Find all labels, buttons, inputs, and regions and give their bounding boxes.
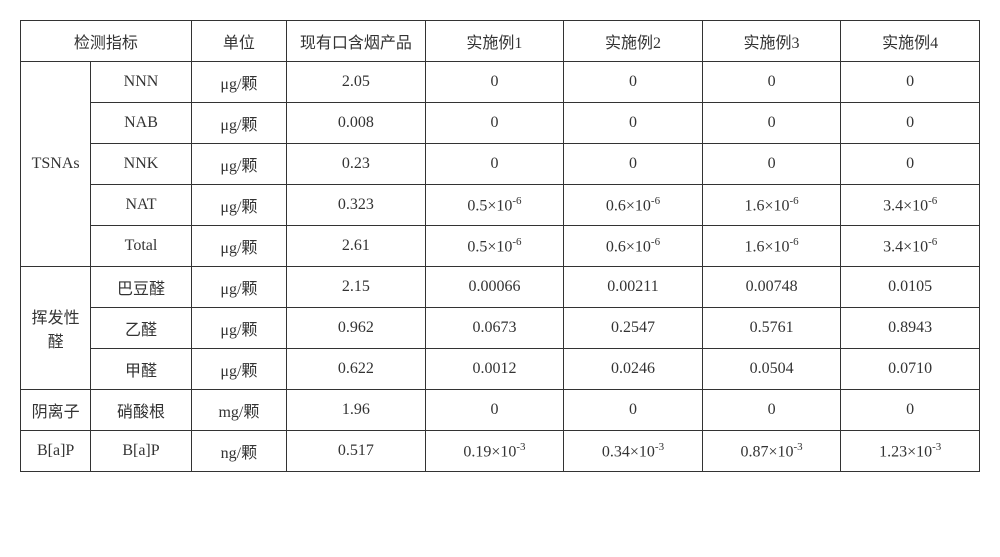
table-row: NAB μg/颗 0.008 0 0 0 0 <box>21 103 980 144</box>
hdr-ex4: 实施例4 <box>841 21 980 62</box>
cell-value: 0.5761 <box>702 308 841 349</box>
cell-unit: μg/颗 <box>191 185 286 226</box>
cell-value: 0.517 <box>287 431 426 472</box>
cell-value: 0.622 <box>287 349 426 390</box>
cell-sub: NNN <box>91 62 191 103</box>
cell-value: 0.00211 <box>564 267 703 308</box>
cell-sub: NAB <box>91 103 191 144</box>
cell-value: 0 <box>425 62 564 103</box>
cell-sub: 巴豆醛 <box>91 267 191 308</box>
cell-value: 2.05 <box>287 62 426 103</box>
cell-sub: 甲醛 <box>91 349 191 390</box>
cell-value: 0.00066 <box>425 267 564 308</box>
data-table: 检测指标 单位 现有口含烟产品 实施例1 实施例2 实施例3 实施例4 TSNA… <box>20 20 980 472</box>
cell-value: 0.0504 <box>702 349 841 390</box>
hdr-existing: 现有口含烟产品 <box>287 21 426 62</box>
cell-value: 0.0246 <box>564 349 703 390</box>
table-row: 甲醛 μg/颗 0.622 0.0012 0.0246 0.0504 0.071… <box>21 349 980 390</box>
hdr-indicator: 检测指标 <box>21 21 192 62</box>
cell-value: 3.4×10-6 <box>841 226 980 267</box>
hdr-unit: 单位 <box>191 21 286 62</box>
cell-value: 0.962 <box>287 308 426 349</box>
cell-value: 0 <box>425 103 564 144</box>
cell-value: 2.15 <box>287 267 426 308</box>
cell-value: 0 <box>425 390 564 431</box>
cell-value: 0 <box>564 103 703 144</box>
table-row: NNK μg/颗 0.23 0 0 0 0 <box>21 144 980 185</box>
cell-value: 1.23×10-3 <box>841 431 980 472</box>
table-row: TSNAs NNN μg/颗 2.05 0 0 0 0 <box>21 62 980 103</box>
cell-unit: μg/颗 <box>191 103 286 144</box>
cell-value: 0.2547 <box>564 308 703 349</box>
table-row: 挥发性醛 巴豆醛 μg/颗 2.15 0.00066 0.00211 0.007… <box>21 267 980 308</box>
cell-value: 0.5×10-6 <box>425 185 564 226</box>
cell-value: 0.0012 <box>425 349 564 390</box>
cell-value: 0 <box>702 62 841 103</box>
cell-value: 0.323 <box>287 185 426 226</box>
group-tsnas: TSNAs <box>21 62 91 267</box>
cell-value: 0 <box>841 103 980 144</box>
cell-value: 0 <box>564 390 703 431</box>
cell-unit: μg/颗 <box>191 349 286 390</box>
cell-value: 0 <box>564 144 703 185</box>
cell-value: 0 <box>702 103 841 144</box>
cell-value: 0.0710 <box>841 349 980 390</box>
table-row: 阴离子 硝酸根 mg/颗 1.96 0 0 0 0 <box>21 390 980 431</box>
cell-value: 0.6×10-6 <box>564 226 703 267</box>
cell-value: 1.96 <box>287 390 426 431</box>
cell-value: 0 <box>702 390 841 431</box>
cell-value: 1.6×10-6 <box>702 226 841 267</box>
cell-unit: ng/颗 <box>191 431 286 472</box>
cell-value: 0.6×10-6 <box>564 185 703 226</box>
group-anion: 阴离子 <box>21 390 91 431</box>
cell-sub: NNK <box>91 144 191 185</box>
cell-value: 0 <box>841 144 980 185</box>
hdr-ex3: 实施例3 <box>702 21 841 62</box>
header-row: 检测指标 单位 现有口含烟产品 实施例1 实施例2 实施例3 实施例4 <box>21 21 980 62</box>
cell-sub: B[a]P <box>91 431 191 472</box>
hdr-ex1: 实施例1 <box>425 21 564 62</box>
cell-unit: μg/颗 <box>191 267 286 308</box>
cell-value: 0.34×10-3 <box>564 431 703 472</box>
cell-value: 0 <box>841 390 980 431</box>
cell-value: 0 <box>425 144 564 185</box>
cell-sub: Total <box>91 226 191 267</box>
cell-value: 0.0105 <box>841 267 980 308</box>
cell-value: 0.87×10-3 <box>702 431 841 472</box>
cell-unit: mg/颗 <box>191 390 286 431</box>
cell-value: 0.00748 <box>702 267 841 308</box>
cell-value: 0.008 <box>287 103 426 144</box>
cell-value: 0.0673 <box>425 308 564 349</box>
cell-unit: μg/颗 <box>191 62 286 103</box>
group-bap: B[a]P <box>21 431 91 472</box>
cell-sub: 硝酸根 <box>91 390 191 431</box>
table-row: 乙醛 μg/颗 0.962 0.0673 0.2547 0.5761 0.894… <box>21 308 980 349</box>
cell-unit: μg/颗 <box>191 226 286 267</box>
table-row: NAT μg/颗 0.323 0.5×10-6 0.6×10-6 1.6×10-… <box>21 185 980 226</box>
cell-value: 2.61 <box>287 226 426 267</box>
cell-value: 0.8943 <box>841 308 980 349</box>
cell-value: 0.19×10-3 <box>425 431 564 472</box>
cell-value: 0 <box>564 62 703 103</box>
table-row: Total μg/颗 2.61 0.5×10-6 0.6×10-6 1.6×10… <box>21 226 980 267</box>
cell-value: 1.6×10-6 <box>702 185 841 226</box>
table-row: B[a]P B[a]P ng/颗 0.517 0.19×10-3 0.34×10… <box>21 431 980 472</box>
cell-value: 0.5×10-6 <box>425 226 564 267</box>
cell-value: 0.23 <box>287 144 426 185</box>
cell-unit: μg/颗 <box>191 144 286 185</box>
cell-value: 0 <box>841 62 980 103</box>
cell-unit: μg/颗 <box>191 308 286 349</box>
cell-value: 3.4×10-6 <box>841 185 980 226</box>
cell-sub: NAT <box>91 185 191 226</box>
hdr-ex2: 实施例2 <box>564 21 703 62</box>
cell-value: 0 <box>702 144 841 185</box>
group-volatile: 挥发性醛 <box>21 267 91 390</box>
cell-sub: 乙醛 <box>91 308 191 349</box>
